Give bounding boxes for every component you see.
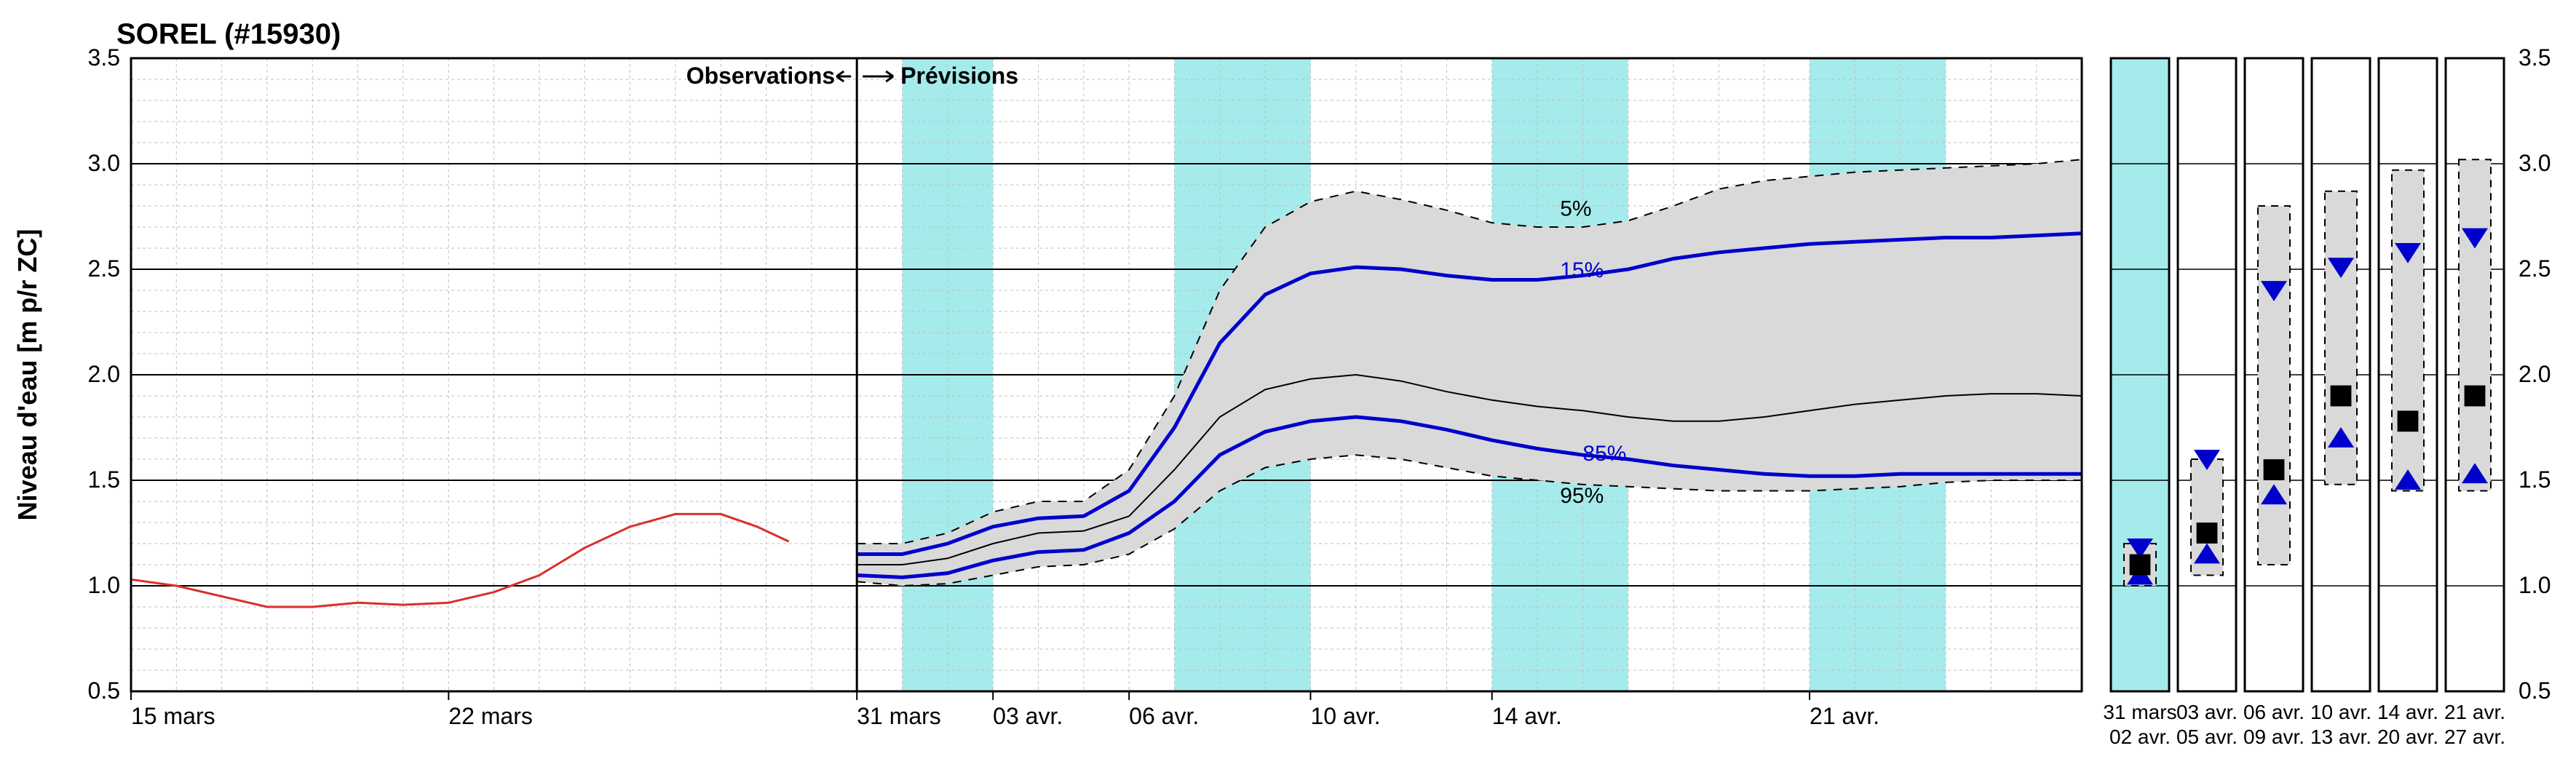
panel-label-bottom: 27 avr. <box>2444 726 2505 748</box>
y-tick-label-right: 3.0 <box>2518 150 2551 176</box>
x-tick-label: 22 mars <box>448 703 533 729</box>
percentile-label: 95% <box>1560 484 1604 508</box>
x-tick-label: 03 avr. <box>993 703 1063 729</box>
percentile-label: 5% <box>1560 197 1591 221</box>
y-tick-label: 3.5 <box>88 44 120 71</box>
y-tick-label: 0.5 <box>88 677 120 704</box>
x-tick-label: 10 avr. <box>1310 703 1380 729</box>
arrow-left-icon <box>836 71 851 82</box>
panel-label-top: 14 avr. <box>2377 701 2438 723</box>
x-tick-label: 15 mars <box>131 703 215 729</box>
panel-label-bottom: 13 avr. <box>2310 726 2371 748</box>
y-axis-label: Niveau d'eau [m p/r ZC] <box>12 229 42 521</box>
marker-square-icon <box>2264 459 2285 480</box>
x-tick-label: 21 avr. <box>1810 703 1879 729</box>
y-tick-label-right: 1.0 <box>2518 572 2551 598</box>
marker-square-icon <box>2465 386 2486 407</box>
y-tick-label-right: 2.0 <box>2518 361 2551 387</box>
y-tick-label: 2.0 <box>88 361 120 387</box>
y-tick-label-right: 3.5 <box>2518 44 2551 71</box>
marker-square-icon <box>2130 555 2151 576</box>
chart-root: SOREL (#15930) Niveau d'eau [m p/r ZC] Obs… <box>0 0 2576 767</box>
panel-label-top: 31 mars <box>2103 701 2176 723</box>
x-tick-label: 31 mars <box>857 703 941 729</box>
y-tick-label: 1.0 <box>88 572 120 598</box>
y-tick-label: 3.0 <box>88 150 120 176</box>
panel-label-bottom: 20 avr. <box>2377 726 2438 748</box>
panel-label-top: 21 avr. <box>2444 701 2505 723</box>
panel-envelope-box <box>2392 170 2424 491</box>
panel-label-bottom: 05 avr. <box>2176 726 2238 748</box>
x-tick-label: 14 avr. <box>1492 703 1562 729</box>
y-tick-label: 1.5 <box>88 466 120 493</box>
panel-label-top: 10 avr. <box>2310 701 2371 723</box>
y-tick-label-right: 2.5 <box>2518 255 2551 282</box>
marker-square-icon <box>2331 386 2352 407</box>
marker-square-icon <box>2197 522 2218 544</box>
y-tick-label: 2.5 <box>88 255 120 282</box>
x-tick-label: 06 avr. <box>1129 703 1199 729</box>
legend-previsions: Prévisions <box>900 63 1018 89</box>
arrow-right-icon <box>863 71 893 82</box>
panel-label-top: 03 avr. <box>2176 701 2238 723</box>
observation-line <box>131 514 789 607</box>
legend-observations: Observations <box>686 63 836 89</box>
y-tick-label-right: 0.5 <box>2518 677 2551 704</box>
panel-label-bottom: 09 avr. <box>2243 726 2304 748</box>
panel-label-top: 06 avr. <box>2243 701 2304 723</box>
panel-envelope-box <box>2459 159 2491 490</box>
y-tick-label-right: 1.5 <box>2518 466 2551 493</box>
percentile-label: 15% <box>1560 258 1604 282</box>
panel-label-bottom: 02 avr. <box>2109 726 2171 748</box>
marker-square-icon <box>2398 410 2419 432</box>
chart-title: SOREL (#15930) <box>116 18 341 50</box>
percentile-label: 85% <box>1582 442 1626 466</box>
panel-envelope-box <box>2258 206 2290 565</box>
